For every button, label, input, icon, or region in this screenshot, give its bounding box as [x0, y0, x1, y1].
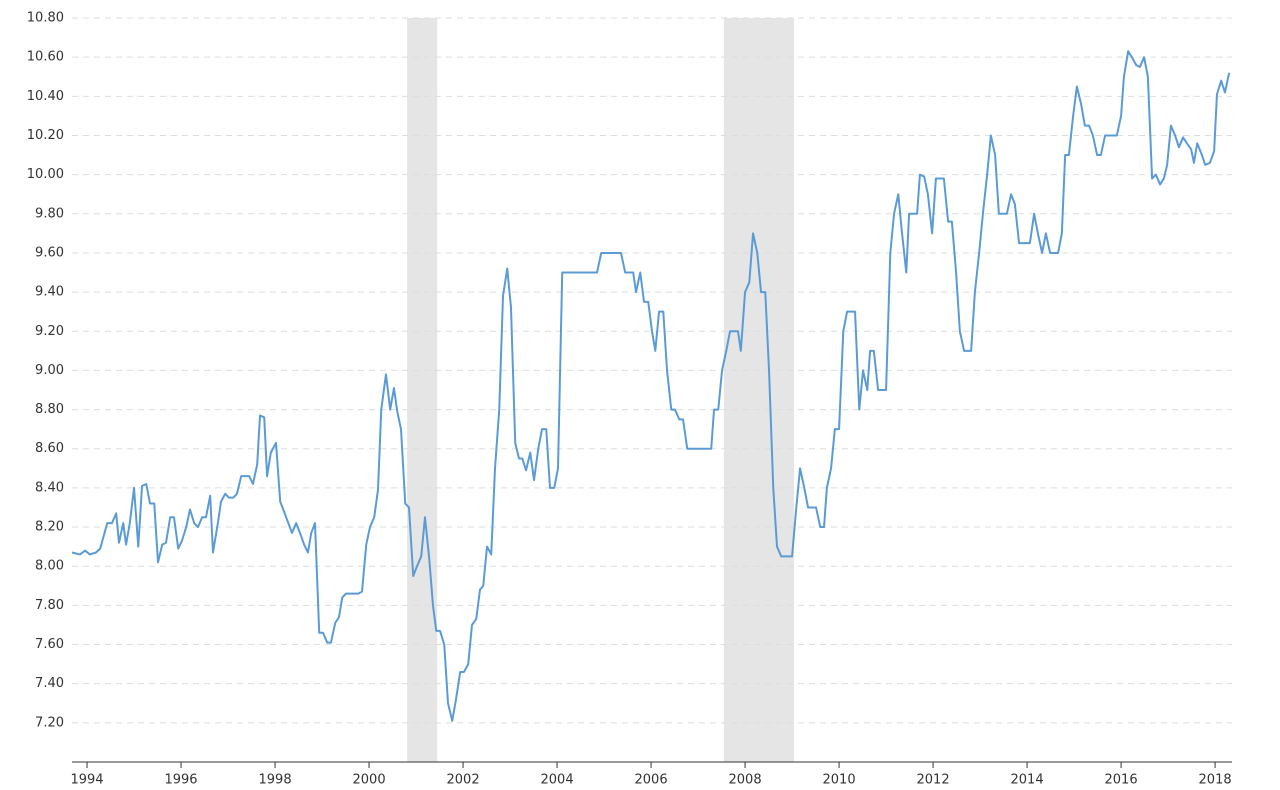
x-tick-label: 2002	[447, 773, 480, 788]
y-tick-label: 9.60	[35, 245, 64, 260]
y-tick-label: 10.40	[27, 89, 64, 104]
x-tick-label: 2016	[1105, 773, 1138, 788]
y-tick-label: 9.00	[35, 363, 64, 378]
data-line	[71, 50, 1231, 722]
x-tick-label: 2006	[635, 773, 668, 788]
x-tick-label: 2008	[729, 773, 762, 788]
y-tick-label: 8.40	[35, 480, 64, 495]
x-tick-label: 2010	[823, 773, 856, 788]
x-tick-label: 2012	[917, 773, 950, 788]
y-tick-label: 7.40	[35, 676, 64, 691]
y-tick-label: 7.80	[35, 598, 64, 613]
y-tick-label: 10.80	[27, 11, 64, 26]
x-tick-label: 2014	[1011, 773, 1044, 788]
y-tick-label: 8.20	[35, 520, 64, 535]
y-tick-label: 9.80	[35, 206, 64, 221]
y-tick-label: 9.20	[35, 324, 64, 339]
y-tick-label: 8.80	[35, 402, 64, 417]
y-tick-label: 10.20	[27, 128, 64, 143]
y-tick-label: 10.60	[27, 50, 64, 65]
y-tick-label: 7.60	[35, 637, 64, 652]
y-tick-label: 8.60	[35, 441, 64, 456]
recession-band	[407, 18, 438, 762]
x-tick-label: 2004	[541, 773, 574, 788]
y-tick-label: 8.00	[35, 559, 64, 574]
y-tick-label: 9.40	[35, 285, 64, 300]
x-tick-label: 1994	[70, 773, 103, 788]
recession-band	[723, 18, 794, 762]
x-tick-label: 2000	[353, 773, 386, 788]
y-tick-label: 10.00	[27, 167, 64, 182]
y-tick-label: 7.20	[35, 715, 64, 730]
x-tick-label: 1998	[259, 773, 292, 788]
x-tick-label: 2018	[1199, 773, 1232, 788]
x-tick-label: 1996	[164, 773, 197, 788]
